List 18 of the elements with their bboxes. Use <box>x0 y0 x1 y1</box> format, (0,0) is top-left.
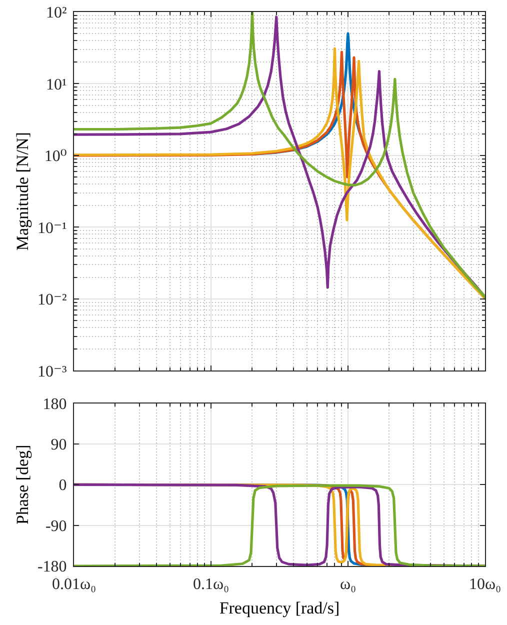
x-tick-label: 0.1ω₀ <box>192 576 230 594</box>
x-axis-title: Frequency [rad/s] <box>219 598 340 618</box>
x-tick-label: 10ω₀ <box>468 576 502 594</box>
y-tick-label: 10⁻³ <box>38 363 67 380</box>
y-tick-label: 10⁻² <box>38 292 67 309</box>
x-tick-label: 0.01ω₀ <box>52 576 96 594</box>
y-tick-label: -90 <box>45 518 67 535</box>
y-tick-label: 10⁰ <box>44 148 67 166</box>
y-tick-label: 180 <box>42 396 67 413</box>
y-tick-label: 0 <box>58 477 67 494</box>
y-tick-label: 10¹ <box>46 76 68 94</box>
x-tick-label: ω₀ <box>340 576 356 594</box>
y-tick-label: 10² <box>46 4 68 22</box>
y-tick-label: 90 <box>50 436 67 454</box>
y-axis-title: Magnitude [N/N] <box>13 132 32 251</box>
y-axis-title: Phase [deg] <box>13 444 32 525</box>
y-tick-label: 10⁻¹ <box>38 220 67 237</box>
y-tick-label: -180 <box>37 558 67 576</box>
